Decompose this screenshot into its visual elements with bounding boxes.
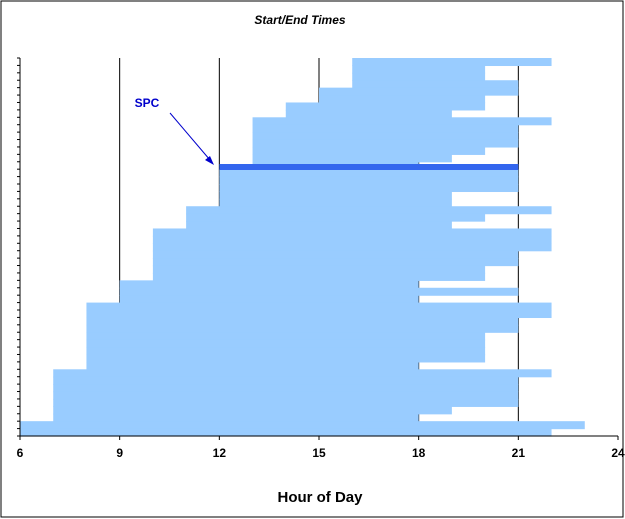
- bar-row-34: [86, 302, 552, 311]
- x-ticks: 6 9 12 15 18 21 24: [17, 436, 625, 460]
- bar-row-7: [285, 102, 486, 111]
- x-tick-label-18: 18: [412, 446, 426, 460]
- bar-row-35: [86, 310, 552, 319]
- bar-row-37: [86, 324, 519, 333]
- bar-row-27: [152, 250, 519, 259]
- bar-row-17: [219, 176, 519, 185]
- bar-row-47: [53, 398, 519, 407]
- bar-row-21: [186, 206, 552, 215]
- bar-row-46: [53, 391, 519, 400]
- bar-row-2: [352, 65, 486, 74]
- bar-row-26: [152, 243, 552, 252]
- bar-row-20: [219, 198, 452, 207]
- bar-row-28: [152, 258, 519, 267]
- bar-row-1: [352, 58, 552, 67]
- bar-row-18: [219, 184, 519, 193]
- bar-row-10: [252, 124, 519, 133]
- bars-group: [20, 58, 585, 437]
- x-tick-label-21: 21: [512, 446, 526, 460]
- bar-row-33: [119, 295, 419, 304]
- bar-row-24: [152, 228, 552, 237]
- highlight-bar-spc: [219, 164, 519, 170]
- x-tick-label-12: 12: [213, 446, 227, 460]
- bar-row-23: [186, 221, 452, 230]
- bar-row-44: [53, 376, 519, 385]
- bar-row-6: [319, 95, 486, 104]
- highlight-group: SPC: [135, 96, 519, 170]
- bar-row-8: [285, 109, 452, 118]
- bar-row-22: [186, 213, 486, 222]
- bar-row-9: [252, 117, 552, 126]
- annotation-arrow-line: [169, 112, 211, 161]
- x-tick-label-9: 9: [116, 446, 123, 460]
- bar-row-3: [352, 72, 486, 81]
- bar-row-25: [152, 235, 552, 244]
- bar-row-30: [152, 272, 486, 281]
- bar-row-42: [86, 361, 419, 370]
- bar-row-40: [86, 347, 486, 356]
- chart-title: Start/End Times: [254, 13, 345, 27]
- bar-row-16: [219, 169, 519, 178]
- bar-row-50: [20, 421, 585, 430]
- annotation-label-spc: SPC: [135, 96, 160, 110]
- bar-row-48: [53, 406, 452, 415]
- bar-row-45: [53, 384, 519, 393]
- bar-row-36: [86, 317, 519, 326]
- bar-row-39: [86, 339, 486, 348]
- bar-row-19: [219, 191, 452, 200]
- y-ticks: [17, 57, 20, 437]
- bar-row-13: [252, 146, 486, 155]
- bar-row-32: [119, 287, 519, 296]
- x-tick-label-6: 6: [17, 446, 24, 460]
- bar-row-41: [86, 354, 486, 363]
- bar-row-11: [252, 132, 519, 141]
- bar-row-38: [86, 332, 486, 341]
- bar-row-49: [53, 413, 419, 422]
- x-tick-label-15: 15: [312, 446, 326, 460]
- bar-row-14: [252, 154, 452, 163]
- bar-row-29: [152, 265, 486, 274]
- bar-row-4: [352, 80, 519, 89]
- bar-row-31: [119, 280, 419, 289]
- x-tick-label-24: 24: [611, 446, 625, 460]
- bar-row-51: [20, 428, 552, 437]
- annotation-arrow-head: [205, 156, 214, 165]
- bar-row-12: [252, 139, 519, 148]
- bar-row-43: [53, 369, 552, 378]
- x-axis-title: Hour of Day: [277, 489, 363, 506]
- bar-row-5: [319, 87, 519, 96]
